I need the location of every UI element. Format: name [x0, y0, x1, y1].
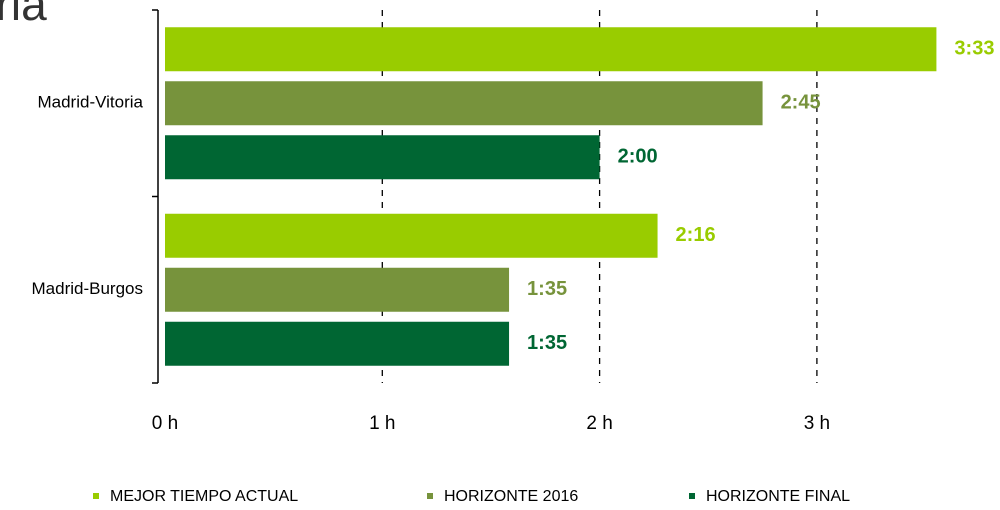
bar [165, 321, 510, 366]
x-tick-label: 2 h [586, 413, 612, 434]
value-label: 2:00 [618, 146, 658, 168]
bar [165, 213, 658, 258]
bar [165, 135, 600, 180]
value-label: 3:33 [954, 38, 994, 60]
value-label: 2:45 [781, 92, 821, 114]
value-label: 2:16 [676, 224, 716, 246]
chart-title: oria [0, 0, 47, 30]
legend-label: MEJOR TIEMPO ACTUAL [110, 488, 298, 505]
x-tick-label: 3 h [804, 413, 830, 434]
x-tick-label: 1 h [369, 413, 395, 434]
x-tick-label: 0 h [152, 413, 178, 434]
bar [165, 27, 937, 72]
legend-swatch [689, 493, 695, 499]
value-label: 1:35 [527, 332, 567, 354]
value-label: 1:35 [527, 278, 567, 300]
bar [165, 267, 510, 312]
y-tick-label: Madrid-Vitoria [37, 93, 143, 112]
legend-swatch [427, 493, 433, 499]
bar [165, 81, 763, 126]
legend-label: HORIZONTE 2016 [444, 488, 578, 505]
legend-label: HORIZONTE FINAL [706, 488, 850, 505]
legend-swatch [93, 493, 99, 499]
y-tick-label: Madrid-Burgos [32, 279, 144, 298]
